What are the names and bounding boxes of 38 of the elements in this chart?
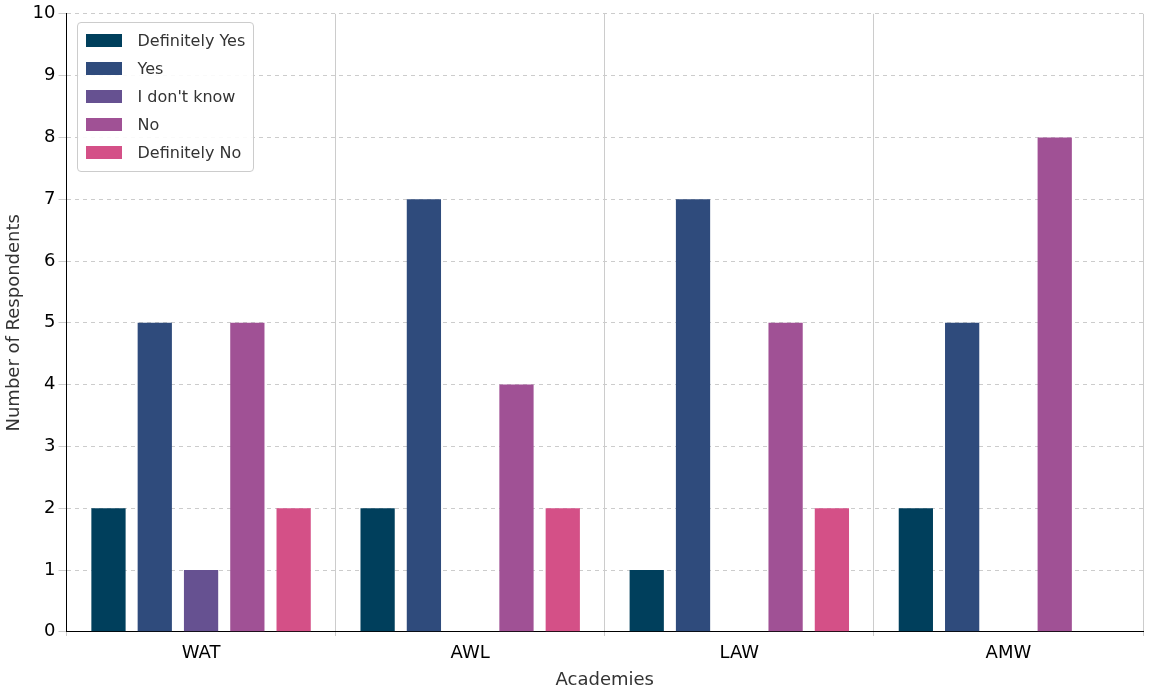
bar (814, 508, 850, 632)
bar (1037, 137, 1072, 632)
bar (768, 322, 803, 632)
y-tick-label: 2 (44, 495, 56, 517)
y-tick-label: 4 (44, 372, 56, 394)
bar (545, 508, 580, 632)
bar (137, 322, 172, 632)
x-axis-title: Academies (555, 667, 654, 689)
legend-label: I don't know (137, 87, 236, 107)
bar (898, 508, 933, 632)
y-tick-label: 5 (44, 310, 56, 332)
bar (499, 384, 534, 632)
y-tick-label: 6 (44, 248, 56, 270)
y-tick-label: 0 (44, 619, 56, 641)
bar (276, 508, 311, 632)
bar (230, 322, 265, 632)
bar (629, 570, 664, 632)
y-tick-label: 10 (32, 1, 56, 23)
x-tick-label: WAT (181, 641, 222, 663)
y-tick-label: 9 (44, 63, 56, 85)
y-tick-label: 3 (44, 434, 56, 456)
legend-label: Yes (137, 59, 164, 79)
y-axis-title: Number of Respondents (2, 214, 24, 432)
y-tick-label: 7 (44, 186, 56, 208)
x-tick-label: AWL (450, 641, 490, 663)
x-tick-label: LAW (719, 641, 760, 663)
x-tick-label: AMW (985, 641, 1032, 663)
legend-label: No (137, 115, 160, 135)
legend-label: Definitely No (137, 143, 242, 163)
bar (675, 199, 711, 632)
bar (945, 322, 980, 632)
y-tick-label: 8 (44, 125, 56, 147)
bar (183, 570, 219, 632)
legend-label: Definitely Yes (137, 31, 246, 51)
bar (91, 508, 126, 632)
bar (360, 508, 395, 632)
bar (406, 199, 442, 632)
y-tick-label: 1 (44, 557, 56, 579)
